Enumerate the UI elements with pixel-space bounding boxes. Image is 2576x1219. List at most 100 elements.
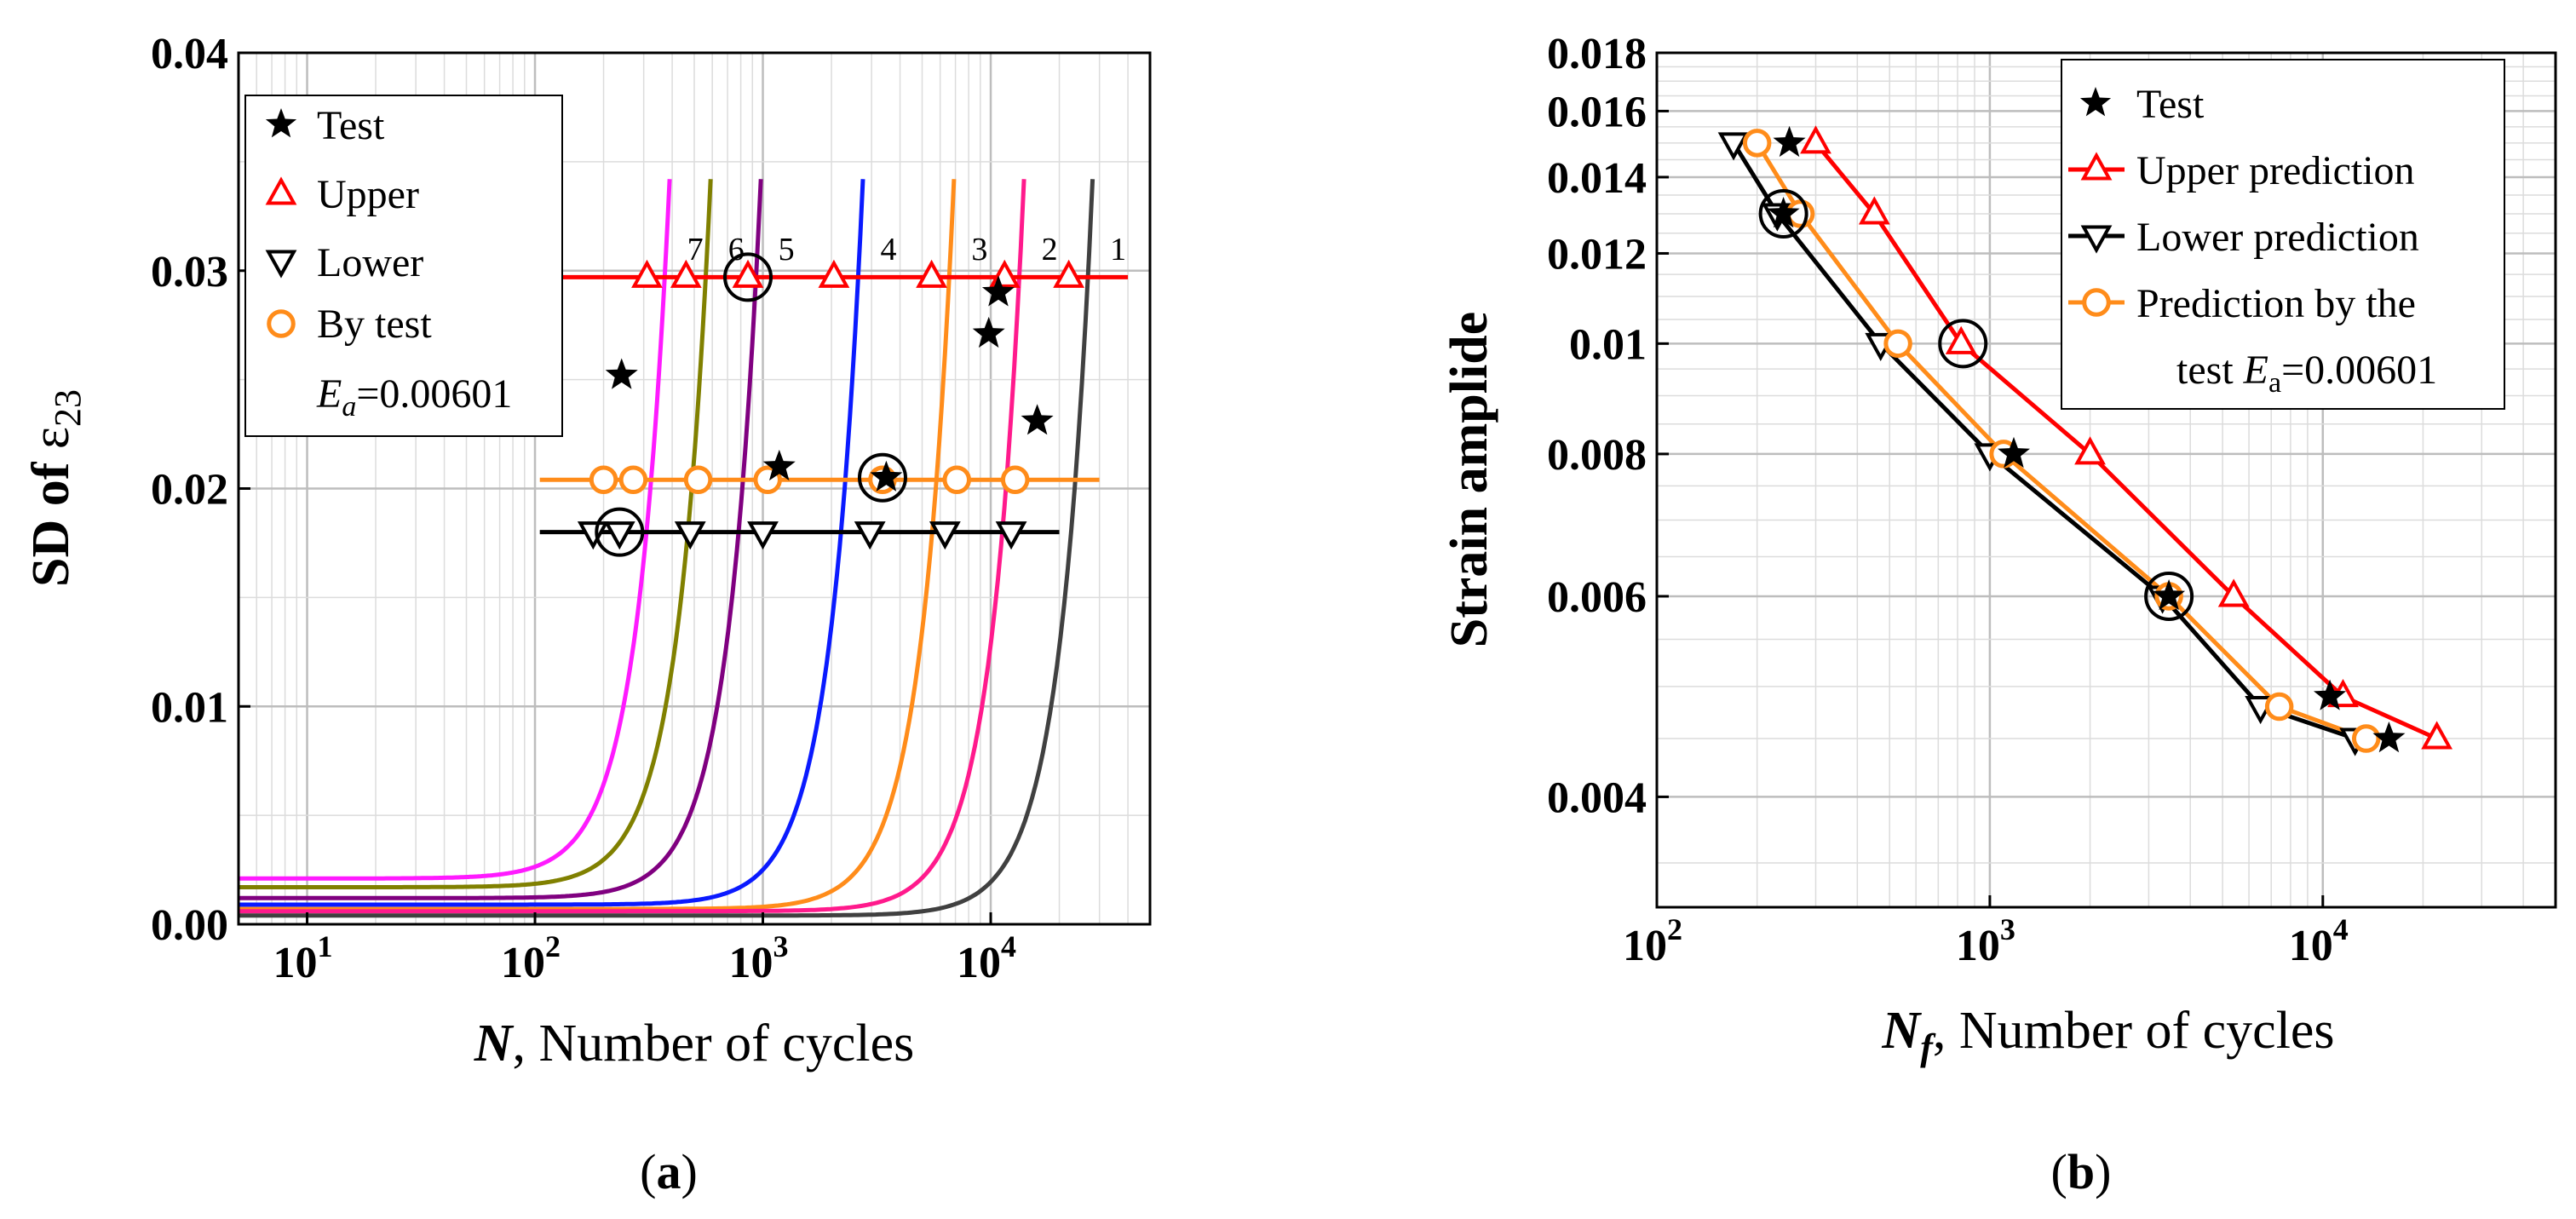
curve-label-6: 6 bbox=[728, 232, 745, 267]
marker-upper-prediction bbox=[2421, 721, 2453, 750]
legend-label-upper-prediction: Upper prediction bbox=[2136, 148, 2415, 193]
x-tick-exp: 2 bbox=[1667, 912, 1682, 946]
y-tick-label: 0.004 bbox=[1547, 773, 1647, 822]
legend-symbol-lower-prediction bbox=[2080, 225, 2113, 254]
test-point-star bbox=[981, 275, 1015, 307]
marker-upper bbox=[1053, 259, 1085, 288]
legend-box bbox=[2061, 59, 2505, 410]
x-tick-label: 101 bbox=[273, 929, 333, 987]
caption-a-close: ) bbox=[681, 1144, 698, 1199]
y-label-sub: 23 bbox=[47, 389, 89, 427]
y-tick-label: 0.00 bbox=[151, 901, 228, 950]
test-point-star bbox=[2314, 679, 2347, 710]
x-label-var: N bbox=[474, 1015, 515, 1072]
test-point-star bbox=[1998, 436, 2030, 469]
x-tick-label: 102 bbox=[1623, 912, 1682, 970]
caption-b: (b) bbox=[2051, 1144, 2112, 1199]
panel-a-markers bbox=[577, 252, 1085, 557]
caption-a: (a) bbox=[640, 1144, 698, 1199]
x-tick-base: 10 bbox=[273, 939, 318, 987]
legend-symbol-test bbox=[2079, 87, 2112, 117]
test-point-star bbox=[605, 358, 638, 389]
y-tick-label: 0.02 bbox=[151, 466, 228, 515]
test-point-star bbox=[1773, 125, 1806, 158]
x-tick-base: 10 bbox=[1623, 922, 1667, 970]
panel-b-y-axis-label: Strain amplide bbox=[1440, 312, 1498, 647]
caption-b-open: ( bbox=[2051, 1144, 2067, 1199]
curve-3 bbox=[239, 179, 957, 911]
x-tick-label: 104 bbox=[2289, 912, 2349, 970]
legend-label-prediction-by-test: Prediction by the bbox=[2136, 281, 2416, 326]
legend-note-value: =0.00601 bbox=[2281, 348, 2437, 393]
x-tick-base: 10 bbox=[1956, 922, 2000, 970]
marker-by-test bbox=[589, 465, 618, 495]
marker-upper bbox=[732, 259, 764, 288]
x-tick-exp: 1 bbox=[318, 929, 333, 963]
curve-2 bbox=[239, 179, 1026, 914]
legend-note-sub: a bbox=[2268, 367, 2281, 399]
caption-a-open: ( bbox=[640, 1144, 656, 1199]
legend-symbol-by-test bbox=[267, 309, 296, 338]
marker-by-test bbox=[618, 465, 648, 495]
panel-a-level-lines bbox=[539, 274, 1129, 535]
marker-by-test bbox=[1000, 465, 1030, 495]
highlight-circle bbox=[595, 507, 645, 557]
x-tick-exp: 4 bbox=[2333, 912, 2349, 946]
test-point-star bbox=[1021, 404, 1054, 435]
legend-label-test: Test bbox=[2136, 82, 2205, 127]
y-tick-label: 0.01 bbox=[151, 683, 228, 732]
x-tick-exp: 4 bbox=[1001, 929, 1016, 963]
marker-by-test bbox=[683, 465, 713, 495]
curve-7 bbox=[239, 179, 672, 881]
legend-note-value: =0.00601 bbox=[356, 371, 512, 417]
marker-lower bbox=[854, 521, 886, 550]
test-point-star bbox=[870, 460, 903, 492]
marker-lower bbox=[577, 521, 609, 550]
x-tick-label: 104 bbox=[957, 929, 1016, 987]
curve-label-5: 5 bbox=[779, 232, 795, 267]
x-tick-base: 10 bbox=[2289, 922, 2333, 970]
legend-symbols bbox=[265, 108, 297, 338]
highlight-circle bbox=[1938, 319, 1988, 369]
legend-label-test: Test bbox=[317, 103, 385, 148]
legend-symbol-test bbox=[265, 108, 297, 138]
curve-label-1: 1 bbox=[1110, 232, 1126, 267]
marker-lower-prediction bbox=[1717, 132, 1750, 161]
y-tick-label: 0.012 bbox=[1547, 230, 1647, 279]
caption-a-letter: a bbox=[657, 1144, 681, 1199]
legend-symbol-upper-prediction bbox=[2080, 152, 2113, 181]
y-tick-label: 0.008 bbox=[1547, 431, 1647, 480]
legend-box bbox=[244, 95, 563, 437]
panel-b-legend: Test Upper prediction Lower prediction P… bbox=[2061, 59, 2505, 410]
x-tick-exp: 2 bbox=[545, 929, 561, 963]
y-tick-label: 0.006 bbox=[1547, 573, 1647, 622]
curve-label-2: 2 bbox=[1042, 232, 1058, 267]
marker-lower bbox=[747, 521, 779, 550]
legend-note-prefix: test bbox=[2176, 348, 2244, 393]
y-tick-label: 0.014 bbox=[1547, 154, 1647, 203]
marker-upper-prediction bbox=[2074, 436, 2106, 465]
marker-prediction-by-the-test bbox=[2351, 724, 2381, 753]
marker-upper bbox=[670, 259, 702, 288]
marker-upper bbox=[631, 259, 663, 288]
legend-symbol-prediction-by-test bbox=[2082, 288, 2111, 317]
x-label-text: , Number of cycles bbox=[513, 1015, 915, 1072]
legend-label-by-test: By test bbox=[317, 302, 432, 347]
test-point-star bbox=[2153, 579, 2186, 611]
x-tick-base: 10 bbox=[729, 939, 773, 987]
highlight-circle bbox=[1758, 188, 1808, 239]
x-tick-label: 102 bbox=[501, 929, 561, 987]
y-tick-label: 0.016 bbox=[1547, 88, 1647, 136]
caption-b-letter: b bbox=[2067, 1144, 2095, 1199]
legend-symbol-upper bbox=[265, 176, 297, 205]
marker-prediction-by-the-test bbox=[2264, 692, 2294, 722]
legend-note: test Ea=0.00601 bbox=[2176, 348, 2437, 399]
test-point-star bbox=[972, 316, 1005, 348]
x-label-var: N bbox=[1881, 1002, 1922, 1060]
caption-b-close: ) bbox=[2095, 1144, 2111, 1199]
test-point-star bbox=[2372, 722, 2406, 753]
panel-b-ticks: 0.004 0.006 0.008 0.01 0.012 0.014 0.016 0.018 1… bbox=[1547, 30, 2349, 970]
curve-1 bbox=[239, 179, 1095, 918]
